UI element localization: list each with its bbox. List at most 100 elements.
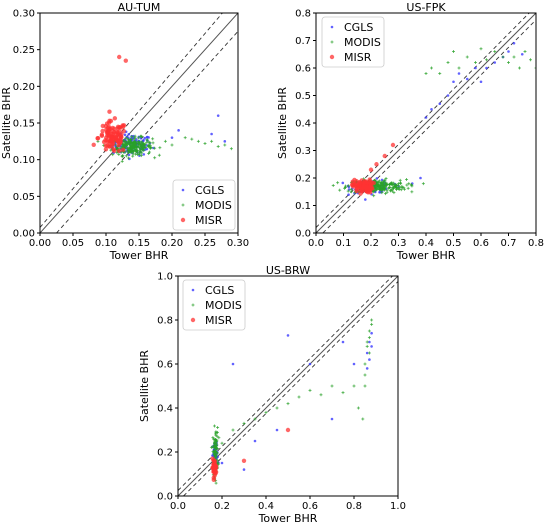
modis-point: [485, 58, 488, 62]
modis-point: [388, 185, 392, 189]
modis-point: [131, 154, 135, 158]
modis-point: [286, 402, 290, 406]
modis-point: [363, 373, 367, 377]
cgls-point: [479, 80, 483, 84]
lower-offset-line: [183, 280, 398, 496]
misr-point: [358, 191, 363, 196]
y-tick-label: 0.4: [295, 119, 311, 130]
modis-point: [407, 182, 411, 186]
modis-point: [117, 152, 121, 156]
modis-point: [138, 142, 142, 146]
modis-point: [341, 391, 345, 395]
misr-point: [123, 58, 128, 63]
x-axis-label: Tower BHR: [109, 249, 169, 262]
modis-point: [421, 182, 425, 186]
x-tick-label: 0.00: [29, 238, 51, 249]
misr-point: [374, 162, 379, 167]
modis-point: [352, 384, 356, 388]
modis-point: [140, 151, 144, 155]
modis-point: [133, 149, 137, 153]
cgls-point: [485, 66, 488, 70]
modis-point: [129, 137, 133, 141]
modis-point: [363, 384, 367, 388]
modis-point: [220, 441, 224, 445]
modis-point: [139, 154, 143, 158]
legend: CGLS MODIS MISR: [321, 16, 385, 68]
modis-point: [203, 142, 207, 146]
misr-point: [117, 129, 122, 135]
cgls-point: [474, 66, 477, 70]
cgls-point: [127, 132, 131, 136]
legend-entry-modis: MODIS: [344, 36, 381, 49]
cgls-point: [364, 198, 367, 201]
modis-point: [346, 189, 350, 193]
cgls-point: [231, 362, 235, 366]
lower-offset-line: [322, 19, 536, 233]
modis-point: [403, 187, 407, 191]
modis-point: [394, 187, 398, 191]
y-tick-label: 0.2: [295, 174, 311, 185]
legend-marker-modis: [330, 40, 334, 44]
legend-entry-misr: MISR: [205, 314, 233, 327]
cgls-point: [123, 133, 127, 137]
cgls-point: [341, 181, 345, 185]
modis-point: [130, 144, 134, 148]
cgls-point: [286, 334, 290, 337]
modis-point: [384, 177, 388, 181]
legend-marker-misr: [329, 54, 335, 60]
x-tick-label: 0.2: [214, 501, 230, 512]
modis-point: [405, 178, 409, 182]
modis-point: [133, 136, 137, 140]
cgls-point: [146, 135, 149, 139]
x-tick-label: 0.0: [308, 238, 324, 249]
modis-point: [217, 436, 221, 440]
x-tick-label: 0.4: [258, 501, 274, 512]
x-tick-label: 0.8: [528, 238, 544, 249]
modis-point: [147, 152, 151, 156]
cgls-point: [370, 345, 373, 348]
misr-point: [118, 137, 123, 143]
modis-point: [430, 66, 433, 70]
modis-point: [123, 142, 127, 146]
modis-point: [380, 191, 384, 195]
modis-point: [370, 318, 374, 322]
modis-point: [457, 66, 461, 70]
legend-entry-cgls: CGLS: [205, 284, 234, 297]
reference-lines: [40, 13, 238, 233]
x-tick-label: 0.6: [302, 501, 318, 512]
legend-marker-modis: [191, 303, 195, 307]
modis-point: [410, 183, 414, 187]
legend-box: [321, 16, 385, 68]
modis-point: [214, 432, 218, 436]
modis-point: [361, 417, 365, 421]
modis-point: [518, 66, 521, 70]
cgls-point: [330, 417, 334, 421]
cgls-point: [430, 107, 433, 111]
misr-point: [100, 128, 105, 134]
misr-point: [112, 126, 117, 131]
legend-entry-modis: MODIS: [205, 299, 242, 312]
modis-point: [242, 421, 246, 425]
cgls-point: [438, 102, 442, 106]
modis-point: [123, 139, 127, 143]
one-to-one-line: [40, 13, 238, 233]
x-axis-label: Tower BHR: [396, 249, 456, 262]
panel-title: US-FPK: [406, 1, 446, 14]
modis-point: [141, 146, 145, 150]
misr-point: [121, 128, 127, 134]
data-points: [331, 41, 536, 201]
modis-point: [275, 406, 279, 410]
modis-point: [319, 393, 323, 397]
modis-point: [130, 135, 134, 139]
modis-point: [446, 61, 450, 64]
modis-point: [137, 136, 141, 140]
modis-point: [534, 66, 536, 70]
x-tick-label: 0.10: [95, 238, 117, 249]
modis-point: [214, 438, 218, 442]
modis-point: [212, 424, 216, 428]
modis-point: [229, 147, 233, 151]
scatter-panel-us-brw: 0.0 0.2 0.4 0.6 0.8 1.0 0.0 0.2 0.4 0.6 0.8 1.0 US-B…: [138, 264, 406, 525]
misr-point: [368, 167, 374, 172]
misr-point: [107, 109, 112, 114]
